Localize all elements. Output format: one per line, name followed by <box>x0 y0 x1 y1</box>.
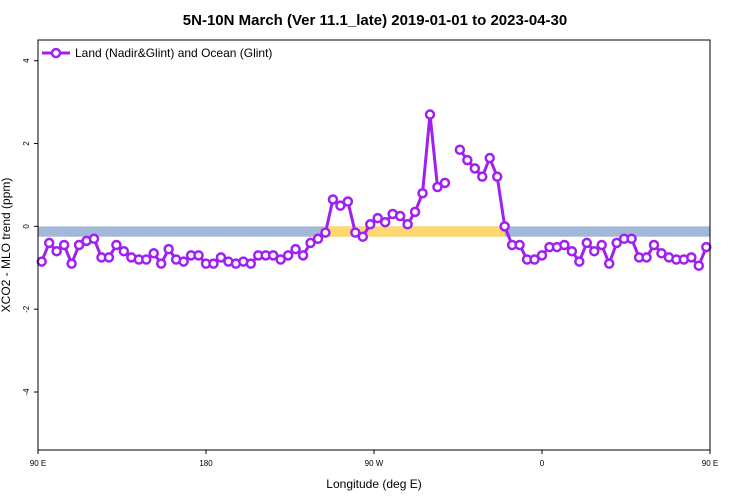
data-point-0-41 <box>342 196 354 207</box>
y-tick-label-3: -2 <box>22 305 31 313</box>
x-tick-label-2: 90 W <box>365 459 384 468</box>
x-axis-label: Longitude (deg E) <box>326 477 421 491</box>
data-point-0-33 <box>282 250 294 261</box>
data-point-0-3 <box>58 239 70 251</box>
data-point-1-17 <box>581 237 593 249</box>
data-point-0-9 <box>103 252 115 263</box>
data-point-1-15 <box>566 245 578 257</box>
data-point-0-34 <box>290 243 301 255</box>
data-point-0-10 <box>111 239 122 251</box>
data-point-1-33 <box>701 241 712 253</box>
data-point-0-36 <box>305 237 316 249</box>
data-point-0-5 <box>73 239 85 251</box>
data-point-0-38 <box>320 227 331 238</box>
data-point-1-18 <box>589 245 600 257</box>
data-point-0-16 <box>155 258 167 269</box>
data-point-0-32 <box>275 254 286 265</box>
data-point-1-2 <box>469 163 481 174</box>
data-point-0-21 <box>193 250 204 261</box>
x-tick-label-0: 90 E <box>30 459 46 468</box>
legend: Land (Nadir&Glint) and Ocean (Glint) <box>42 46 272 60</box>
data-point-0-51 <box>417 187 428 199</box>
data-point-1-19 <box>596 239 607 251</box>
data-point-1-11 <box>536 250 548 261</box>
data-point-0-44 <box>365 219 376 230</box>
data-point-0-17 <box>163 243 174 255</box>
y-tick-label-4: -4 <box>22 388 31 396</box>
data-point-0-46 <box>379 216 391 228</box>
data-point-0-39 <box>327 194 339 205</box>
data-point-0-14 <box>141 254 152 265</box>
data-point-1-21 <box>611 237 622 249</box>
y-axis-label: XCO2 - MLO trend (ppm) <box>0 178 13 313</box>
data-point-1-8 <box>514 239 525 251</box>
data-point-0-7 <box>88 233 100 245</box>
chart-title: 5N-10N March (Ver 11.1_late) 2019-01-01 … <box>183 12 567 29</box>
data-point-1-20 <box>603 258 615 269</box>
data-point-0-43 <box>357 231 369 242</box>
data-point-0-52 <box>424 109 436 120</box>
data-point-0-31 <box>267 250 279 261</box>
data-point-1-5 <box>491 171 503 182</box>
data-point-0-54 <box>439 177 451 189</box>
data-point-1-27 <box>656 248 667 259</box>
data-point-1-10 <box>529 254 540 265</box>
legend-marker <box>50 47 62 59</box>
data-point-1-32 <box>693 260 705 271</box>
data-point-0-0 <box>36 256 47 267</box>
axes: 90 E 180 90 W 0 90 E 4 2 0 -2 -4 <box>22 58 718 468</box>
legend-label: Land (Nadir&Glint) and Ocean (Glint) <box>75 46 272 60</box>
x-tick-label-4: 90 E <box>702 459 718 468</box>
data-point-0-37 <box>312 233 324 245</box>
data-point-0-15 <box>148 248 159 259</box>
data-point-0-35 <box>297 250 309 261</box>
land-band-0 <box>323 226 505 237</box>
data-point-1-1 <box>462 154 473 166</box>
data-point-0-48 <box>394 210 406 222</box>
series-line-0-0 <box>40 113 446 266</box>
data-point-0-53 <box>432 181 443 193</box>
data-point-0-28 <box>245 258 257 269</box>
y-tick-label-0: 4 <box>22 58 31 63</box>
data-point-0-40 <box>335 200 346 211</box>
data-point-1-0 <box>454 144 466 155</box>
data-point-0-1 <box>43 237 55 249</box>
y-tick-label-1: 2 <box>22 141 31 146</box>
plot-frame <box>37 39 711 451</box>
y-tick-label-2: 0 <box>22 224 31 229</box>
x-tick-label-3: 0 <box>540 459 545 468</box>
data-point-1-6 <box>499 221 510 232</box>
data-point-0-4 <box>66 258 77 269</box>
x-tick-label-1: 180 <box>199 459 213 468</box>
data-point-1-25 <box>641 252 652 263</box>
series-layer <box>36 109 712 271</box>
data-point-0-11 <box>118 245 130 257</box>
data-point-1-23 <box>626 233 637 245</box>
data-point-0-19 <box>178 256 189 267</box>
data-point-1-26 <box>648 239 660 251</box>
data-point-0-49 <box>402 219 413 230</box>
data-point-1-4 <box>484 152 495 164</box>
series-line-0-1 <box>458 148 708 268</box>
data-point-1-14 <box>559 239 570 251</box>
data-point-0-42 <box>350 227 361 238</box>
data-point-1-31 <box>686 252 697 263</box>
land-ocean-band <box>38 226 710 237</box>
data-point-1-16 <box>574 256 585 267</box>
data-point-1-3 <box>477 171 488 182</box>
data-point-0-50 <box>409 206 421 218</box>
data-point-0-23 <box>208 258 219 269</box>
data-point-0-45 <box>372 212 383 224</box>
data-point-0-24 <box>215 252 227 263</box>
data-point-0-2 <box>51 245 62 257</box>
